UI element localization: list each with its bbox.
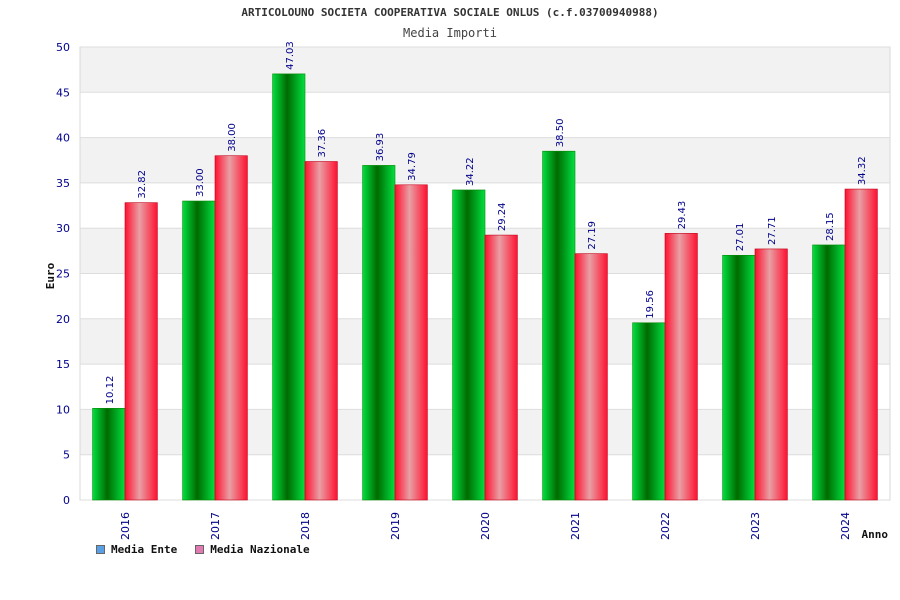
x-tick-label-2022: 2022 <box>659 512 672 540</box>
y-tick-label: 10 <box>56 403 70 416</box>
x-tick-label-2024: 2024 <box>839 512 852 540</box>
bar-ente-2022 <box>632 322 666 501</box>
x-axis-ticks: 2016 2017 2018 2019 2020 2021 2022 2023 2024 <box>119 512 852 540</box>
bar-value-label-nazionale-2018: 37.36 <box>317 129 328 158</box>
y-tick-label: 30 <box>56 222 70 235</box>
x-tick-label-2023: 2023 <box>749 512 762 540</box>
bar-value-label-nazionale-2022: 29.43 <box>677 201 688 230</box>
bar-ente-2021 <box>542 150 576 501</box>
bar-ente-2017 <box>182 200 216 501</box>
y-tick-label: 35 <box>56 177 70 190</box>
bar-value-label-nazionale-2016: 32.82 <box>137 170 148 199</box>
bar-ente-2019 <box>362 165 396 501</box>
plot-band <box>80 92 890 138</box>
bar-ente-2024 <box>812 244 846 501</box>
bar-nazionale-2020 <box>484 234 518 501</box>
x-tick-label-2020: 2020 <box>479 512 492 540</box>
y-tick-label: 25 <box>56 268 70 281</box>
x-tick-label-2019: 2019 <box>389 512 402 540</box>
legend-label-nazionale: Media Nazionale <box>210 543 310 556</box>
bar-nazionale-2017 <box>214 155 248 501</box>
bar-ente-2018 <box>272 73 306 501</box>
y-tick-label: 40 <box>56 132 70 145</box>
bar-value-label-ente-2023: 27.01 <box>735 223 746 252</box>
chart-subtitle: Media Importi <box>403 26 497 40</box>
y-tick-label: 45 <box>56 86 70 99</box>
legend-swatch-ente <box>96 545 105 554</box>
bar-nazionale-2021 <box>574 253 608 501</box>
plot-band <box>80 47 890 93</box>
bar-value-label-nazionale-2023: 27.71 <box>767 216 778 245</box>
x-axis-label: Anno <box>862 528 889 541</box>
bar-nazionale-2019 <box>394 184 428 501</box>
y-axis-label: Euro <box>44 262 57 289</box>
bar-ente-2016 <box>92 408 126 501</box>
bar-value-label-ente-2020: 34.22 <box>465 157 476 186</box>
x-tick-label-2021: 2021 <box>569 512 582 540</box>
legend-item-nazionale: Media Nazionale <box>195 543 310 556</box>
y-tick-label: 20 <box>56 313 70 326</box>
y-axis-ticks: 0 5 10 15 20 25 30 35 40 45 50 <box>56 41 70 507</box>
bar-value-label-nazionale-2019: 34.79 <box>407 152 418 181</box>
y-tick-label: 50 <box>56 41 70 54</box>
bar-value-label-ente-2016: 10.12 <box>105 376 116 405</box>
y-tick-label: 15 <box>56 358 70 371</box>
chart-title: ARTICOLOUNO SOCIETA COOPERATIVA SOCIALE … <box>241 6 659 19</box>
bar-value-label-ente-2017: 33.00 <box>195 168 206 197</box>
legend-item-ente: Media Ente <box>96 543 177 556</box>
bar-nazionale-2016 <box>124 202 158 501</box>
y-tick-label: 0 <box>63 494 70 507</box>
bar-value-label-nazionale-2020: 29.24 <box>497 202 508 231</box>
bar-value-label-ente-2021: 38.50 <box>555 119 566 148</box>
bar-value-label-ente-2022: 19.56 <box>645 290 656 319</box>
legend-label-ente: Media Ente <box>111 543 178 556</box>
bar-ente-2023 <box>722 254 756 501</box>
legend: Media Ente Media Nazionale <box>96 543 310 556</box>
bar-nazionale-2024 <box>844 188 878 501</box>
bar-value-label-ente-2024: 28.15 <box>825 212 836 241</box>
bar-value-label-nazionale-2021: 27.19 <box>587 221 598 250</box>
bar-value-label-nazionale-2017: 38.00 <box>227 123 238 152</box>
bar-value-labels: 10.12 32.82 33.00 38.00 47.03 37.36 36.93 34.79… <box>105 41 868 404</box>
bar-nazionale-2023 <box>754 248 788 501</box>
bars <box>92 73 878 501</box>
bar-value-label-nazionale-2024: 34.32 <box>857 156 868 185</box>
bar-value-label-ente-2019: 36.93 <box>375 133 386 162</box>
bar-ente-2020 <box>452 189 486 501</box>
legend-swatch-nazionale <box>195 545 205 554</box>
x-tick-label-2016: 2016 <box>119 512 132 540</box>
bar-nazionale-2018 <box>304 161 338 501</box>
x-tick-label-2017: 2017 <box>209 512 222 540</box>
y-tick-label: 5 <box>63 449 70 462</box>
bar-value-label-ente-2018: 47.03 <box>285 41 296 70</box>
x-tick-label-2018: 2018 <box>299 512 312 540</box>
bar-nazionale-2022 <box>664 233 698 501</box>
